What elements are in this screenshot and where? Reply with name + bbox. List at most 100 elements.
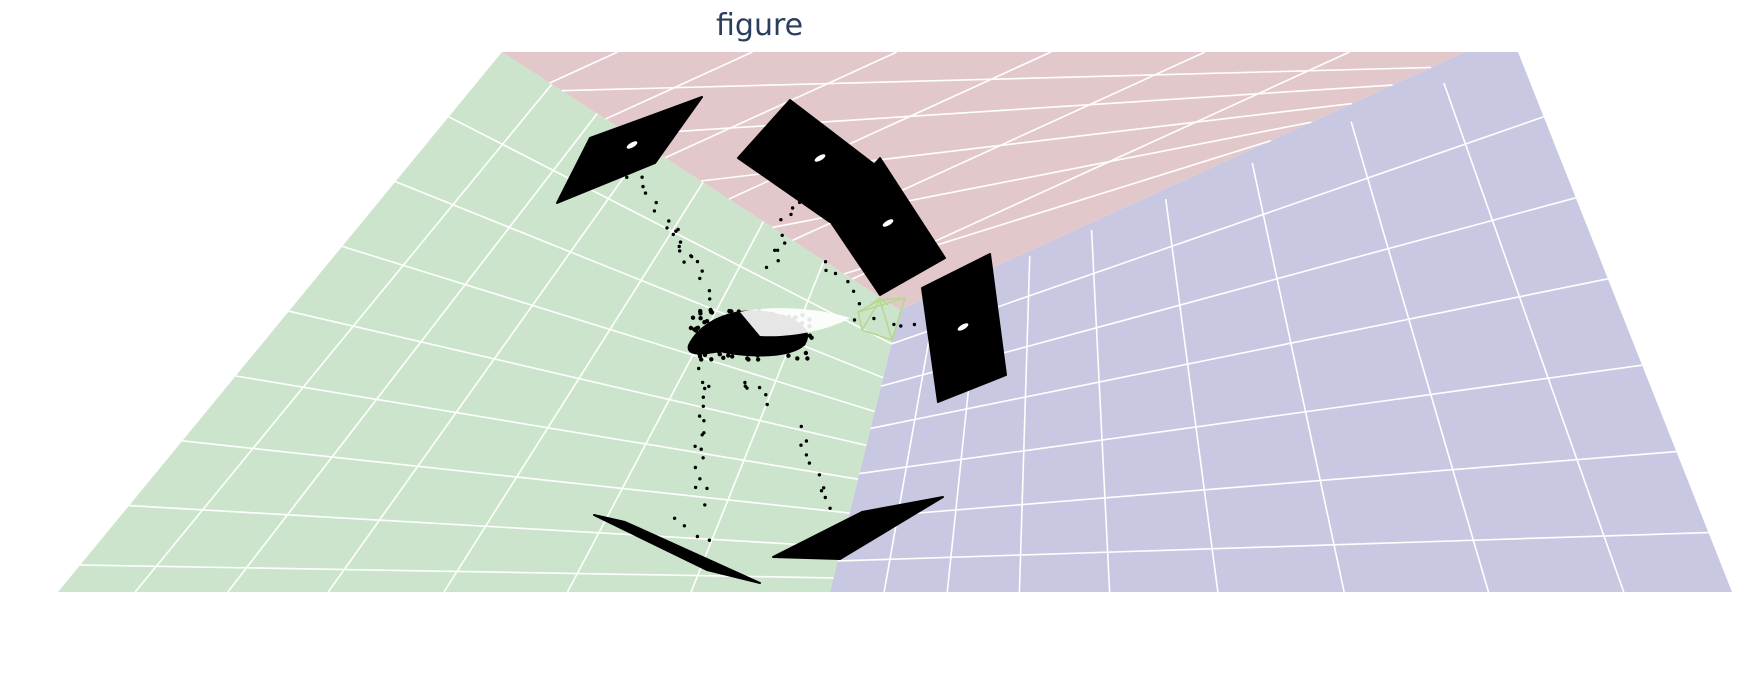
point: [703, 503, 707, 507]
point: [707, 384, 711, 389]
frustum-edge: [861, 299, 881, 331]
grid-line: [859, 364, 1643, 475]
point: [795, 356, 800, 361]
point: [833, 271, 838, 276]
point: [777, 339, 782, 345]
point: [709, 357, 714, 362]
point: [703, 347, 708, 352]
point: [824, 268, 828, 273]
grid-line: [1251, 162, 1345, 593]
point: [707, 538, 712, 542]
point: [852, 318, 857, 322]
point: [701, 395, 705, 399]
point: [781, 339, 786, 345]
point: [708, 297, 712, 301]
point: [779, 218, 783, 222]
back-wall: [502, 52, 1465, 310]
point: [892, 322, 896, 327]
grid-line: [664, 51, 898, 159]
point: [823, 260, 828, 264]
point: [807, 333, 813, 338]
point: [702, 352, 708, 358]
point: [764, 265, 769, 270]
point: [695, 534, 700, 539]
point: [799, 443, 803, 447]
grid-line: [837, 531, 1709, 562]
grid-line: [891, 116, 1544, 345]
plane-speck: [814, 154, 826, 162]
right-wall: [830, 52, 1732, 592]
grid-line: [848, 450, 1677, 520]
point: [807, 461, 812, 465]
point: [698, 311, 703, 316]
grid-line: [1018, 255, 1031, 593]
point: [749, 335, 754, 341]
point: [742, 326, 748, 332]
point: [730, 328, 736, 334]
point: [712, 334, 718, 339]
point: [688, 325, 694, 331]
point: [750, 330, 755, 335]
point: [701, 404, 705, 408]
grid-line: [870, 278, 1609, 430]
point: [692, 327, 697, 332]
point: [750, 342, 755, 348]
point: [688, 345, 694, 350]
plane-speck: [882, 219, 894, 227]
point: [805, 356, 810, 361]
point: [699, 357, 704, 362]
point: [690, 315, 696, 320]
plane-speck: [626, 141, 638, 149]
point: [743, 380, 747, 385]
point: [772, 340, 778, 345]
point: [695, 259, 700, 264]
point: [799, 336, 804, 341]
grid-line: [443, 181, 704, 593]
frustum-base: [857, 296, 907, 341]
point: [698, 477, 702, 481]
point: [773, 248, 777, 252]
point: [671, 232, 675, 237]
grid-line: [235, 375, 859, 480]
point: [786, 353, 791, 358]
scene-grid: [80, 51, 1709, 593]
point: [744, 351, 750, 356]
point-cloud: [625, 175, 917, 542]
image-plane: [772, 496, 944, 560]
point: [765, 402, 769, 407]
point: [728, 325, 733, 331]
point: [738, 313, 743, 318]
point: [755, 357, 761, 362]
grid-line: [134, 83, 553, 593]
point: [705, 486, 709, 491]
point: [746, 357, 751, 362]
grid-line: [327, 145, 647, 593]
chart-title: figure: [716, 8, 804, 43]
point: [640, 175, 644, 179]
image-planes: [556, 96, 1007, 584]
grid-line: [1350, 121, 1490, 593]
point: [707, 289, 712, 293]
point: [678, 249, 682, 253]
point: [704, 319, 710, 324]
point: [857, 302, 862, 306]
point: [682, 524, 687, 528]
point: [789, 212, 793, 217]
point: [665, 226, 669, 230]
point: [744, 335, 750, 340]
point: [721, 355, 726, 360]
point: [682, 260, 686, 264]
point: [693, 485, 698, 490]
point: [804, 453, 809, 457]
point: [674, 229, 678, 233]
point: [721, 346, 726, 351]
point: [710, 340, 716, 346]
grid-line: [288, 310, 867, 447]
point: [767, 349, 772, 354]
point: [744, 344, 749, 350]
point: [697, 414, 702, 418]
grid-line: [561, 66, 1432, 92]
point: [851, 289, 856, 293]
point: [828, 506, 832, 510]
